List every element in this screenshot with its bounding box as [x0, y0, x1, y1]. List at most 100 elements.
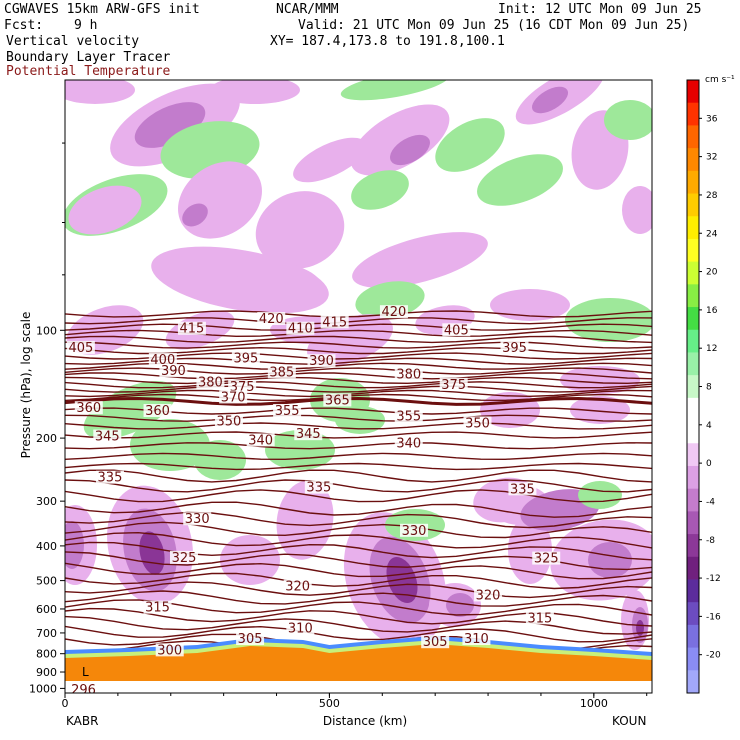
init-time: Init: 12 UTC Mon 09 Jun 25 — [498, 2, 702, 17]
theta-isentrope — [65, 335, 652, 344]
colorbar-swatch — [687, 375, 699, 399]
y-tick-label: 100 — [36, 324, 57, 337]
velocity-cell — [340, 80, 450, 101]
field-label-boundary-layer: Boundary Layer Tracer — [6, 50, 171, 65]
theta-label-bg — [169, 550, 198, 564]
theta-label-bg — [246, 433, 275, 447]
colorbar-swatch — [687, 102, 699, 126]
theta-label: 320 — [285, 580, 310, 595]
theta-label: 395 — [233, 352, 258, 367]
y-axis: 100 200 300 400 500 600 700 800 900 1000 — [29, 142, 65, 695]
theta-label: 330 — [402, 524, 427, 539]
theta-label: 345 — [296, 427, 321, 442]
theta-isentrope — [65, 385, 652, 393]
theta-label-bg — [155, 643, 184, 657]
colorbar-swatch — [687, 125, 699, 149]
velocity-cell — [130, 419, 210, 471]
colorbar-swatch — [687, 284, 699, 308]
colorbar-swatch — [687, 511, 699, 535]
theta-isentrope — [65, 381, 652, 389]
theta-label-bg — [307, 354, 336, 368]
low-pressure-marker: L — [82, 665, 89, 679]
velocity-cell — [565, 298, 652, 342]
colorbar-swatch — [687, 307, 699, 331]
theta-isentrope — [65, 393, 652, 402]
velocity-cell — [352, 232, 488, 288]
velocity-cell — [477, 154, 563, 206]
theta-isentrope — [65, 396, 652, 406]
y-axis-label: Pressure (hPa), log scale — [19, 312, 33, 459]
velocity-cell — [65, 80, 135, 104]
theta-label-bg — [143, 403, 172, 417]
theta-label-bg — [273, 403, 302, 417]
station-left: KABR — [66, 714, 98, 728]
theta-label-bg — [400, 523, 429, 537]
colorbar-tick-label: -8 — [706, 536, 715, 546]
theta-label-bg — [286, 621, 315, 635]
below-ground-strip — [65, 681, 652, 693]
theta-label-bg — [159, 364, 188, 378]
theta-isentrope — [65, 389, 652, 398]
velocity-cell — [570, 396, 630, 424]
theta-label-bg — [394, 436, 423, 450]
org-label: NCAR/MMM — [276, 2, 339, 17]
theta-label-bg — [214, 414, 243, 428]
theta-label: 315 — [527, 611, 552, 626]
station-right: KOUN — [612, 714, 646, 728]
theta-isentrope — [65, 541, 652, 561]
colorbar-swatch — [687, 534, 699, 558]
theta-isentrope — [65, 323, 652, 331]
velocity-cell — [134, 102, 206, 148]
colorbar-swatch — [687, 443, 699, 467]
colorbar-swatch — [687, 261, 699, 285]
x-tick-label: 0 — [62, 697, 69, 710]
colorbar-swatch — [687, 238, 699, 263]
theta-label: 330 — [185, 512, 210, 527]
colorbar-swatch — [687, 624, 699, 649]
theta-label-bg — [93, 429, 122, 443]
theta-isentrope — [65, 452, 652, 461]
colorbar-unit: cm s⁻¹ — [705, 75, 735, 85]
theta-isentrope — [65, 521, 652, 539]
theta-label-bg — [442, 323, 471, 337]
theta-label-bg — [236, 632, 265, 646]
theta-isentrope — [65, 489, 652, 503]
theta-label-bg — [74, 401, 103, 415]
theta-isentrope — [65, 531, 652, 549]
colorbar-swatch — [687, 352, 699, 376]
colorbar-tick-label: -12 — [706, 574, 721, 584]
theta-isentrope — [65, 329, 652, 338]
field-label-vertical-velocity: Vertical velocity — [6, 34, 140, 49]
theta-isentrope — [65, 376, 652, 385]
velocity-cell — [255, 191, 345, 269]
x-tick-label: 1000 — [580, 697, 608, 710]
theta-label: 390 — [161, 364, 186, 379]
theta-isentrope — [65, 341, 652, 349]
theta-isentrope — [65, 562, 652, 580]
colorbar-swatch — [687, 465, 699, 490]
velocity-cell — [220, 535, 280, 585]
y-tick-label: 1000 — [29, 682, 57, 695]
colorbar-swatch — [687, 556, 699, 580]
colorbar-tick-label: -20 — [706, 651, 721, 661]
theta-label: 305 — [423, 635, 448, 650]
theta-label: 325 — [172, 551, 197, 566]
colorbar-swatch — [687, 80, 699, 104]
theta-isentrope — [65, 581, 652, 599]
theta-label-bg — [323, 393, 352, 407]
theta-isentrope — [65, 615, 652, 635]
y-tick-label: 300 — [36, 495, 57, 508]
fcst-label: Fcst: — [4, 18, 44, 33]
valid-time: Valid: 21 UTC Mon 09 Jun 25 (16 CDT Mon … — [298, 18, 690, 33]
theta-label: 305 — [238, 632, 263, 647]
colorbar-tick-label: 28 — [706, 191, 718, 201]
velocity-cell — [604, 100, 652, 140]
colorbar-tick-label: 0 — [706, 459, 712, 469]
theta-label-bg — [267, 365, 296, 379]
theta-label-bg — [183, 512, 212, 526]
velocity-cell — [386, 556, 418, 604]
theta-label: 415 — [180, 322, 205, 337]
colorbar-swatch — [687, 647, 699, 671]
y-tick-label: 900 — [36, 666, 57, 679]
